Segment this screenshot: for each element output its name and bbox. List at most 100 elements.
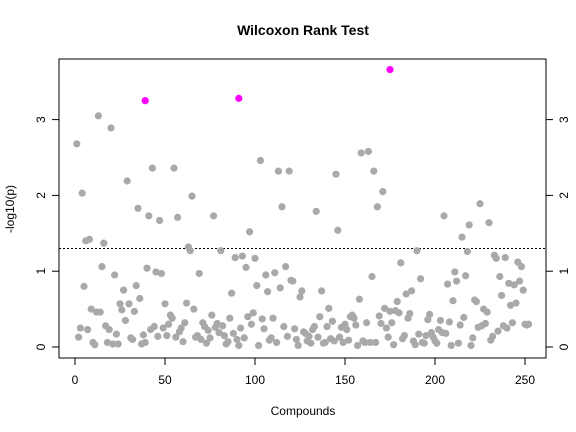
data-point — [442, 329, 450, 337]
data-point — [282, 263, 290, 271]
data-point — [78, 189, 86, 197]
data-point — [354, 341, 362, 350]
data-point — [458, 233, 466, 241]
data-point — [328, 317, 336, 325]
data-point — [161, 300, 169, 308]
data-point — [98, 263, 106, 271]
data-point — [253, 282, 261, 290]
data-point — [238, 252, 246, 260]
data-point — [336, 333, 344, 341]
data-point — [112, 330, 120, 338]
data-point — [220, 332, 228, 340]
data-point — [310, 322, 318, 331]
data-point — [384, 333, 392, 341]
data-point — [217, 247, 225, 255]
data-point — [215, 329, 223, 337]
data-point — [267, 334, 275, 342]
data-point — [402, 290, 410, 298]
data-point — [165, 320, 173, 328]
data-point — [375, 312, 383, 320]
data-point — [260, 325, 268, 333]
data-point — [316, 313, 324, 321]
data-point — [476, 200, 484, 208]
y-tick-label-right: 2 — [557, 192, 571, 199]
data-point — [179, 338, 187, 346]
data-point — [489, 332, 497, 340]
chart-title: Wilcoxon Rank Test — [237, 22, 369, 38]
data-point — [116, 300, 124, 308]
data-point — [512, 299, 520, 307]
data-point — [262, 271, 270, 279]
data-point — [219, 322, 227, 330]
data-point — [237, 324, 245, 332]
data-point — [274, 167, 282, 175]
data-point — [172, 333, 180, 341]
data-point — [485, 219, 493, 227]
data-point — [244, 313, 252, 321]
data-point — [294, 341, 302, 350]
x-tick-label: 50 — [158, 373, 172, 387]
data-point — [298, 287, 306, 295]
data-point — [393, 297, 401, 306]
data-point — [75, 333, 83, 341]
data-point — [255, 341, 263, 350]
data-point — [323, 322, 331, 331]
data-point — [397, 259, 405, 267]
data-point — [96, 308, 104, 316]
data-point — [472, 297, 480, 306]
data-point — [174, 213, 182, 221]
data-point — [390, 341, 398, 349]
x-tick-label: 100 — [245, 373, 265, 387]
data-point — [496, 272, 504, 281]
data-point — [150, 322, 158, 331]
data-point — [195, 269, 203, 278]
data-point — [157, 269, 165, 278]
data-point — [462, 272, 470, 280]
data-point — [332, 170, 340, 178]
data-point — [177, 324, 185, 332]
data-point — [373, 203, 381, 211]
data-point — [247, 320, 255, 328]
data-point — [134, 204, 142, 212]
data-point — [208, 311, 216, 319]
data-point — [249, 309, 257, 317]
data-point — [525, 320, 533, 328]
data-point — [258, 315, 266, 323]
data-point — [395, 309, 403, 317]
data-point — [94, 112, 102, 120]
data-point — [264, 288, 272, 296]
data-point — [372, 338, 380, 347]
data-point — [278, 203, 286, 211]
data-point — [240, 334, 248, 342]
data-point — [411, 341, 419, 349]
x-tick-label: 250 — [515, 373, 535, 387]
data-point — [186, 247, 194, 255]
data-point — [84, 325, 92, 334]
y-tick-label-left: 3 — [34, 116, 48, 123]
data-point — [188, 192, 196, 200]
data-point — [143, 264, 151, 272]
data-point — [469, 334, 477, 342]
data-point — [103, 338, 111, 347]
data-point — [321, 338, 329, 347]
data-point — [370, 167, 378, 175]
data-point — [379, 188, 387, 196]
data-point — [357, 149, 365, 157]
data-point — [235, 341, 243, 350]
data-point — [343, 325, 351, 334]
y-axis-left: 0 1 2 3 — [34, 116, 60, 350]
x-axis: 0 50 100 150 200 250 — [72, 357, 535, 387]
data-point — [314, 333, 322, 341]
data-point — [139, 331, 147, 339]
y-tick-label-right: 3 — [557, 116, 571, 123]
data-point — [318, 287, 326, 295]
data-point — [163, 332, 171, 340]
data-point — [447, 341, 455, 350]
data-point — [114, 340, 122, 348]
data-point — [510, 281, 518, 289]
data-point — [121, 316, 129, 325]
data-point — [111, 271, 119, 279]
data-point — [456, 321, 464, 329]
y-tick-label-left: 1 — [34, 268, 48, 275]
